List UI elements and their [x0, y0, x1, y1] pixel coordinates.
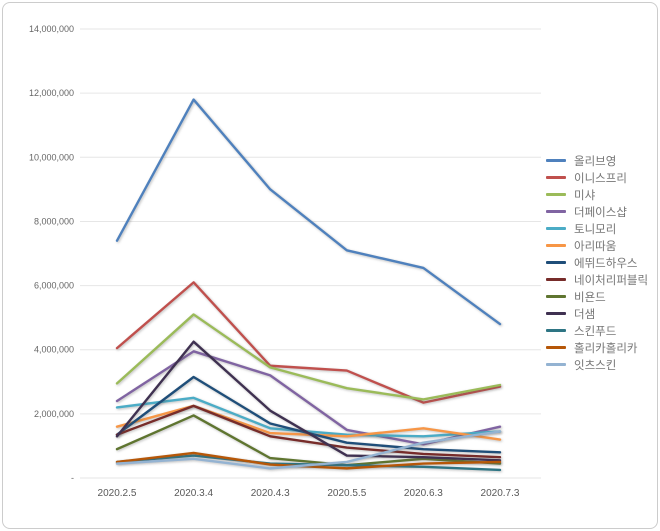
legend-label: 비욘드 — [574, 291, 606, 304]
legend-swatch-icon — [546, 363, 566, 366]
legend-label: 잇츠스킨 — [574, 359, 617, 372]
legend-item: 더샘 — [546, 305, 648, 322]
x-axis-tick-label: 2020.6.3 — [404, 488, 443, 499]
legend-item: 이니스프리 — [546, 169, 648, 186]
series-line-미샤 — [115, 313, 502, 401]
legend-label: 올리브영 — [574, 155, 617, 168]
y-axis-tick-label: 12,000,000 — [29, 88, 74, 98]
legend-label: 더페이스샵 — [574, 206, 627, 219]
series-line-홀리카홀리카 — [115, 451, 502, 470]
legend-swatch-icon — [546, 278, 566, 281]
legend-swatch-icon — [546, 210, 566, 213]
legend-item: 비욘드 — [546, 288, 648, 305]
series-line-토니모리 — [115, 396, 502, 438]
series-line-아리따움 — [115, 404, 502, 441]
legend-label: 스킨푸드 — [574, 325, 617, 338]
legend-label: 미샤 — [574, 189, 596, 202]
y-axis-tick-label: 8,000,000 — [34, 216, 74, 226]
y-axis-tick-label: - — [71, 473, 74, 483]
legend-swatch-icon — [546, 261, 566, 264]
legend-item: 잇츠스킨 — [546, 356, 648, 373]
legend-item: 스킨푸드 — [546, 322, 648, 339]
legend-item: 미샤 — [546, 186, 648, 203]
y-axis-tick-label: 14,000,000 — [29, 24, 74, 34]
x-axis-tick-label: 2020.5.5 — [327, 488, 366, 499]
series-line-비욘드 — [115, 414, 502, 467]
legend-item: 토니모리 — [546, 220, 648, 237]
x-axis-tick-label: 2020.3.4 — [174, 488, 213, 499]
legend-swatch-icon — [546, 329, 566, 332]
series-line-잇츠스킨 — [115, 430, 502, 470]
legend-swatch-icon — [546, 176, 566, 179]
legend-item: 더페이스샵 — [546, 203, 648, 220]
legend-item: 홀리카홀리카 — [546, 339, 648, 356]
legend-label: 홀리카홀리카 — [574, 342, 638, 355]
series-line-이니스프리 — [115, 281, 502, 404]
x-axis-tick-label: 2020.4.3 — [251, 488, 290, 499]
legend-label: 토니모리 — [574, 223, 617, 236]
legend-item: 네이처리퍼블릭 — [546, 271, 648, 288]
y-axis-tick-label: 6,000,000 — [34, 281, 74, 291]
legend-label: 이니스프리 — [574, 172, 627, 185]
legend-swatch-icon — [546, 346, 566, 349]
legend-item: 에뛰드하우스 — [546, 254, 648, 271]
legend-swatch-icon — [546, 227, 566, 230]
legend-label: 네이처리퍼블릭 — [574, 274, 649, 287]
legend-label: 아리따움 — [574, 240, 617, 253]
legend-swatch-icon — [546, 295, 566, 298]
x-axis-tick-label: 2020.7.3 — [481, 488, 520, 499]
series-line-올리브영 — [115, 98, 502, 326]
x-axis-tick-label: 2020.2.5 — [98, 488, 137, 499]
y-axis-tick-label: 4,000,000 — [34, 345, 74, 355]
legend-item: 아리따움 — [546, 237, 648, 254]
y-axis-tick-label: 2,000,000 — [34, 409, 74, 419]
series-line-더샘 — [115, 340, 502, 462]
legend-label: 에뛰드하우스 — [574, 257, 638, 270]
legend-item: 올리브영 — [546, 152, 648, 169]
legend-label: 더샘 — [574, 308, 596, 321]
legend-swatch-icon — [546, 312, 566, 315]
series-line-네이처리퍼블릭 — [115, 404, 502, 459]
legend-swatch-icon — [546, 244, 566, 247]
y-axis-tick-label: 10,000,000 — [29, 152, 74, 162]
legend-swatch-icon — [546, 193, 566, 196]
legend-swatch-icon — [546, 159, 566, 162]
